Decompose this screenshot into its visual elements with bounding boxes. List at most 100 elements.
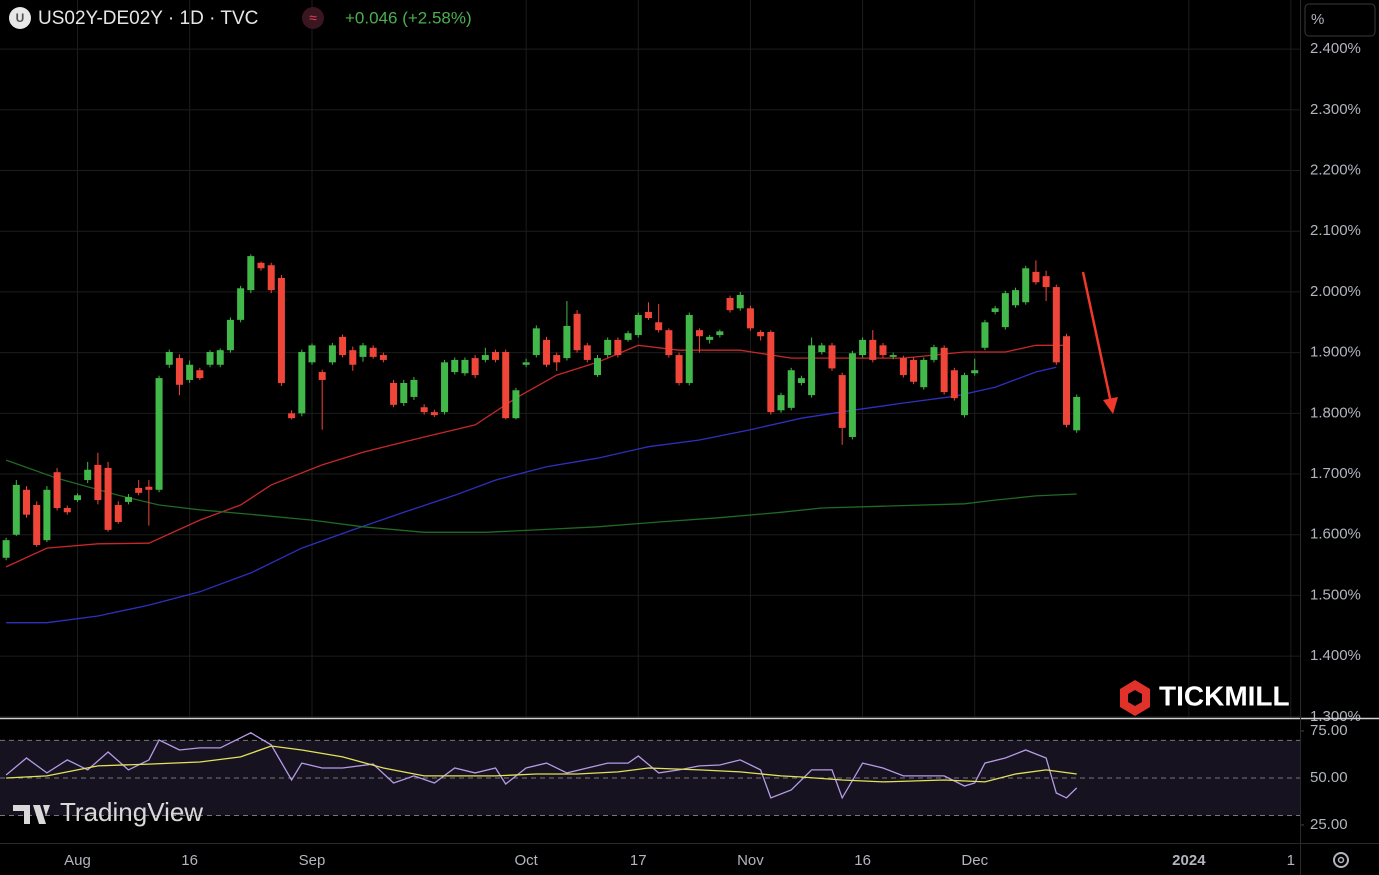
candle-body [736,294,744,309]
candle-body [859,339,867,356]
y-tick-label: 2.400% [1310,40,1361,57]
candle-body [746,308,754,329]
candle-body [889,355,897,357]
candle-body [165,352,173,365]
candle-body [145,486,153,490]
candle-body [950,370,958,399]
candle-body [237,288,245,320]
line-series [5,344,1067,568]
settings-button[interactable] [1333,852,1349,868]
candle-body [838,375,846,428]
candle-body [1001,293,1009,328]
candle-body [634,314,642,336]
candle-body [155,378,163,490]
y-tick-label: 1.400% [1310,647,1361,664]
settings-button-center [1337,856,1345,864]
candle-body [481,355,489,360]
candle-body [359,345,367,357]
candle-body [706,336,714,340]
candle-body [23,489,31,515]
candle-body [369,347,377,357]
x-tick-label: Oct [514,852,538,869]
scale-mode-button[interactable] [1304,3,1376,37]
candle-body [543,339,551,365]
x-tick-label: 1 [1287,852,1295,869]
candle-body [991,308,999,312]
candle-body [777,395,785,411]
y-tick-label: 2.300% [1310,101,1361,118]
candle-body [124,497,132,502]
candle-body [1073,396,1081,431]
line-series [5,459,1077,533]
candle-body [1042,276,1050,288]
rsi-pane [0,719,1304,843]
candle-body [12,484,20,535]
candle-body [175,358,183,385]
candle-body [665,330,673,356]
candle-body [379,355,387,360]
candle-body [522,362,530,365]
candle-body [532,328,540,356]
candle-body [63,508,71,513]
candle-body [573,313,581,351]
symbol-icon[interactable] [9,7,31,29]
candle-body [461,359,469,374]
candle-body [308,345,316,363]
candle-body [441,362,449,413]
line-series [5,732,1078,800]
y-tick-label: 1.900% [1310,344,1361,361]
x-tick-label: 16 [181,852,198,869]
y-tick-label: 1.300% [1310,708,1361,725]
candle-body [563,325,571,359]
line-series [6,366,1057,624]
x-tick-label: Aug [64,852,91,869]
candle-body [430,412,438,416]
candle-body [390,382,398,405]
x-tick-label: 16 [854,852,871,869]
platform-logo-text: TradingView [60,797,203,827]
candle-body [257,262,265,269]
candle-body [451,359,459,373]
candle-body [767,331,775,413]
candle-body [971,370,979,374]
y-tick-label: 1.500% [1310,586,1361,603]
x-tick-label: 2024 [1172,852,1206,869]
candle-body [655,322,663,331]
candle-body [277,277,285,383]
candle-body [328,345,336,363]
candle-body [492,352,500,360]
candle-body [339,336,347,356]
candle-body [1032,271,1040,283]
candle-body [848,353,856,437]
candle-body [400,382,408,404]
candle-body [186,364,194,380]
candle-body [757,331,765,337]
x-tick-label: Sep [299,852,326,869]
indicator-icon[interactable] [302,7,324,29]
candle-body [869,339,877,360]
candle-body [583,345,591,360]
grid-layer [0,0,1300,843]
y-tick-label: 2.200% [1310,162,1361,179]
candle-body [818,345,826,353]
y-tick-label: 1.700% [1310,465,1361,482]
candle-body [920,359,928,388]
candle-body [247,256,255,291]
candle-body [808,345,816,396]
candle-body [961,375,969,416]
candle-body [553,355,561,363]
y-tick-label: 75.00 [1310,722,1348,739]
candle-body [695,330,703,337]
candle-body [624,333,632,340]
symbol-title[interactable]: US02Y-DE02Y · 1D · TVC [38,8,258,29]
candle-body [716,331,724,336]
candle-body [216,350,224,365]
candle-body [43,489,51,541]
indicator-icon-text: ≈ [309,10,317,26]
candle-body [787,370,795,408]
candle-body [899,358,907,376]
candle-body [981,322,989,348]
arrow-head [1103,397,1118,414]
candle-body [226,319,234,351]
